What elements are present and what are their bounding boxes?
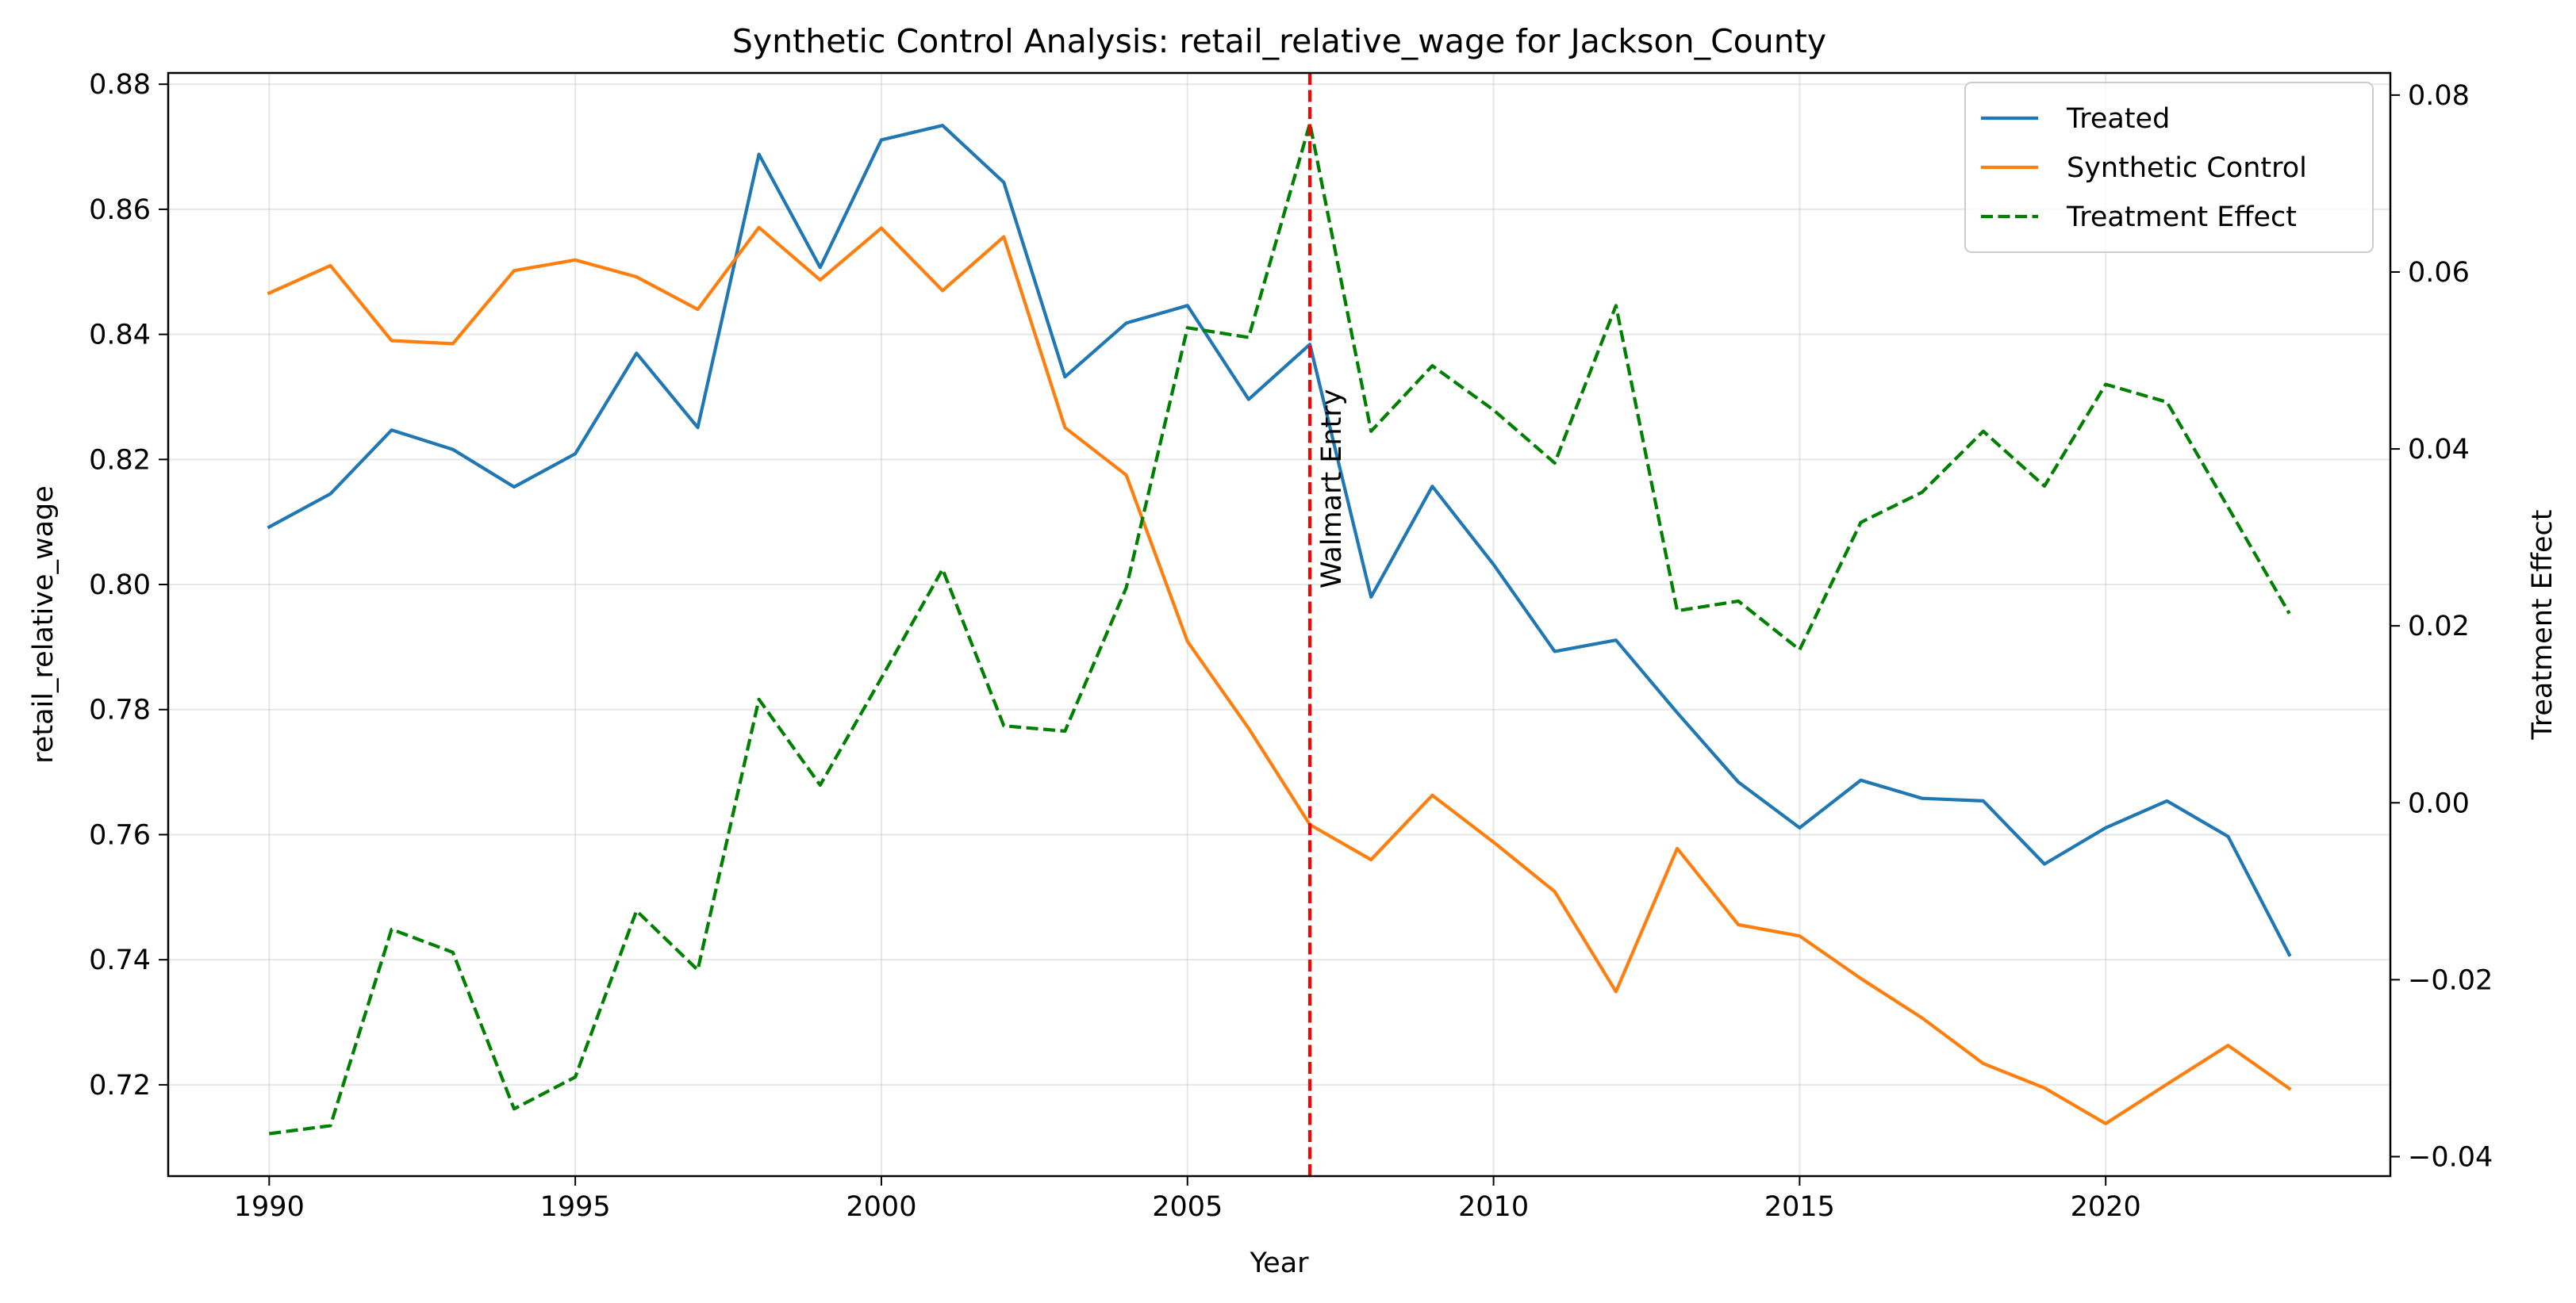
x-axis-label: Year — [1249, 1247, 1309, 1279]
x-tick-label: 2020 — [2071, 1191, 2141, 1223]
series-line-synthetic-control — [267, 225, 2292, 1125]
y2-tick-label: 0.06 — [2408, 257, 2470, 289]
series-line-treatment-effect — [269, 121, 2291, 1136]
y-tick-label: 0.82 — [89, 444, 151, 476]
y2-axis-label: Treatment Effect — [2527, 510, 2559, 741]
legend-box — [1964, 82, 2374, 253]
x-tick-label: 1990 — [234, 1191, 305, 1223]
x-tick-label: 1995 — [540, 1191, 611, 1223]
y-tick-label: 0.78 — [89, 695, 151, 726]
y-tick-label: 0.88 — [89, 69, 151, 101]
legend-label: Synthetic Control — [2067, 152, 2307, 184]
axes-layer: 1990 1995 2000 2005 2010 2015 2020 0.72 0.74 0.76… — [89, 69, 2493, 1223]
y-tick-label: 0.76 — [89, 819, 151, 851]
y2-tick-label: −0.04 — [2408, 1141, 2493, 1173]
x-tick-label: 2000 — [846, 1191, 916, 1223]
event-line-label: Walmart Entry — [1316, 389, 1348, 588]
y2-tick-label: 0.02 — [2408, 611, 2470, 642]
y2-tick-label: 0.04 — [2408, 434, 2470, 466]
legend-label: Treated — [2066, 103, 2170, 135]
event-line-layer: Walmart Entry — [1307, 73, 1348, 1176]
x-tick-label: 2010 — [1458, 1191, 1529, 1223]
grid-layer — [168, 73, 2390, 1176]
y2-tick-label: −0.02 — [2408, 964, 2493, 996]
y-tick-label: 0.84 — [89, 320, 151, 351]
y2-tick-label: 0.00 — [2408, 788, 2470, 819]
y-tick-label: 0.74 — [89, 945, 151, 976]
x-tick-label: 2015 — [1764, 1191, 1835, 1223]
legend-label: Treatment Effect — [2066, 201, 2297, 233]
x-tick-label: 2005 — [1152, 1191, 1223, 1223]
legend: Treated Synthetic Control Treatment Effect — [1964, 82, 2374, 253]
y2-tick-label: 0.08 — [2408, 80, 2470, 112]
series-layer — [267, 121, 2292, 1136]
y-tick-label: 0.72 — [89, 1070, 151, 1102]
y-tick-label: 0.80 — [89, 569, 151, 601]
plot-frame — [167, 71, 2392, 1178]
y-axis-label: retail_relative_wage — [28, 485, 60, 764]
chart-title: Synthetic Control Analysis: retail_relat… — [732, 22, 1826, 60]
series-line-treated — [267, 124, 2292, 957]
y-tick-label: 0.86 — [89, 194, 151, 226]
